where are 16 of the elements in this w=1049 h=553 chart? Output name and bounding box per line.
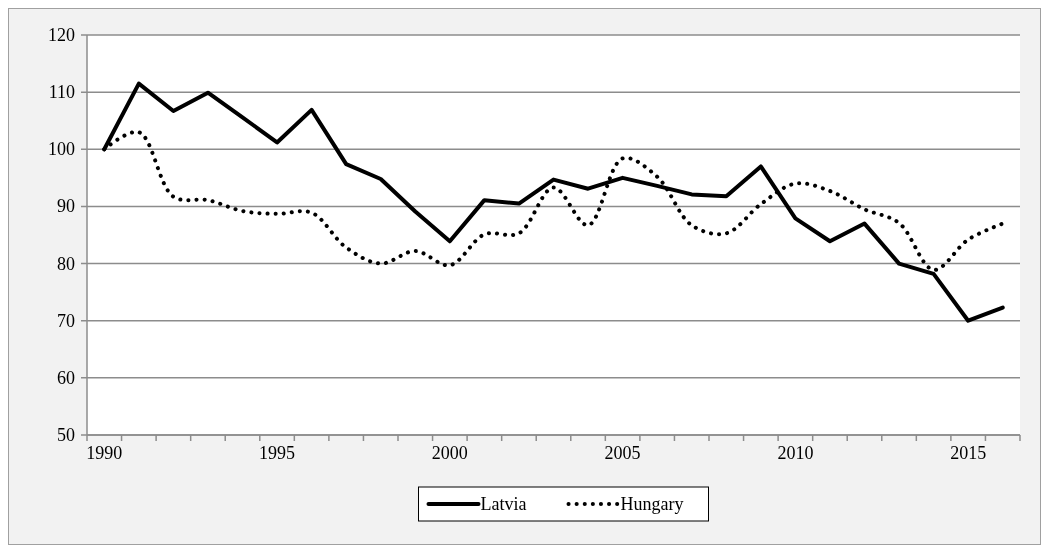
x-tick-label: 1990 xyxy=(86,443,123,463)
y-tick-label: 100 xyxy=(48,139,75,160)
y-tick-label: 110 xyxy=(48,82,75,103)
y-tick-label: 70 xyxy=(57,310,75,331)
legend-label: Latvia xyxy=(480,494,527,514)
y-tick-label: 80 xyxy=(57,253,75,274)
x-tick-label: 2010 xyxy=(777,443,814,463)
x-tick-label: 1995 xyxy=(259,443,296,463)
x-tick-label: 2005 xyxy=(604,443,641,463)
x-tick-label: 2015 xyxy=(950,443,987,463)
y-tick-label: 50 xyxy=(57,425,75,445)
y-tick-label: 120 xyxy=(48,25,75,45)
legend-label: Hungary xyxy=(620,494,684,514)
x-tick-label: 2000 xyxy=(431,443,468,463)
y-tick-label: 90 xyxy=(57,196,75,217)
y-tick-label: 60 xyxy=(57,367,75,388)
